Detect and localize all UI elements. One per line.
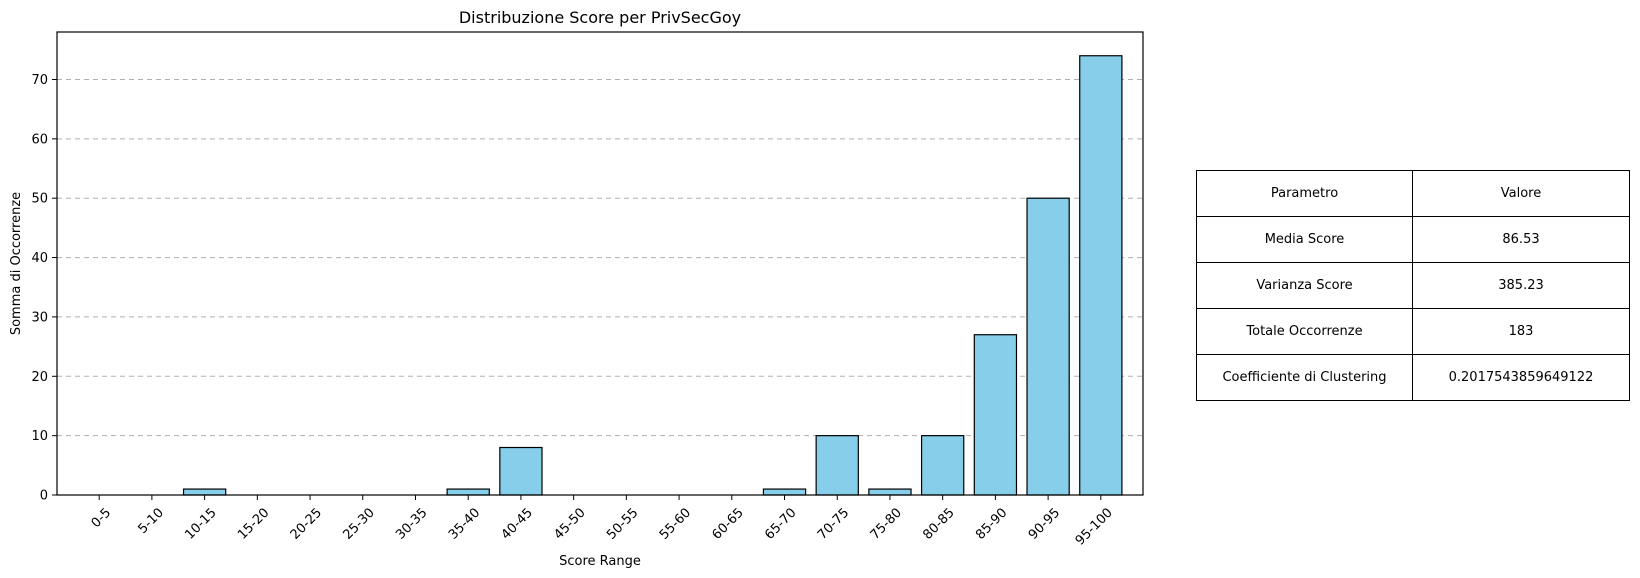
chart-title: Distribuzione Score per PrivSecGoy	[459, 8, 741, 27]
x-tick-label: 15-20	[235, 505, 272, 542]
x-tick-label: 75-80	[868, 505, 905, 542]
x-tick-label: 5-10	[135, 505, 166, 536]
bar	[973, 334, 1018, 496]
x-axis-label: Score Range	[559, 554, 641, 569]
gridlines	[57, 78, 1143, 437]
x-tick-label: 25-30	[340, 505, 377, 542]
y-axis-label: Somma di Occorrenze	[9, 192, 24, 335]
x-tick-label: 85-90	[973, 505, 1010, 542]
table-row: Coefficiente di Clustering 0.20175438596…	[1195, 354, 1630, 401]
bar	[762, 488, 807, 496]
bar	[920, 435, 965, 496]
table-cell-value: 385.23	[1412, 262, 1630, 309]
table-cell-value: 0.2017543859649122	[1412, 354, 1630, 401]
x-tick-label: 80-85	[920, 505, 957, 542]
stats-table: Parametro Valore Media Score 86.53 Varia…	[1195, 170, 1630, 401]
bars	[182, 55, 1123, 496]
x-tick-label: 90-95	[1026, 505, 1063, 542]
plot-frame	[56, 31, 1144, 496]
bar	[1026, 197, 1070, 496]
x-tick-label: 35-40	[446, 505, 483, 542]
x-axis: 0-5 5-10 10-15 15-20 20-25 25-30 30-35 35-40 40-…	[89, 495, 1116, 549]
table-header-row: Parametro Valore	[1195, 170, 1630, 217]
x-tick-label: 70-75	[815, 505, 852, 542]
bar	[446, 488, 490, 496]
table-cell-parameter: Media Score	[1195, 216, 1414, 263]
x-tick-label: 60-65	[710, 505, 747, 542]
y-tick-label: 0	[40, 489, 48, 504]
x-tick-label: 95-100	[1073, 505, 1116, 548]
table-cell-parameter: Coefficiente di Clustering	[1195, 354, 1414, 401]
table-cell-value: 183	[1412, 308, 1630, 355]
x-tick-label: 65-70	[762, 505, 799, 542]
table-cell-parameter: Varianza Score	[1195, 262, 1414, 309]
x-tick-label: 0-5	[89, 505, 115, 531]
y-tick-label: 40	[31, 251, 48, 266]
x-tick-label: 30-35	[393, 505, 430, 542]
table-row: Totale Occorrenze 183	[1195, 308, 1630, 355]
bar	[868, 488, 912, 496]
y-tick-label: 70	[31, 73, 48, 88]
table-row: Varianza Score 385.23	[1195, 262, 1630, 309]
table-header-cell: Valore	[1412, 170, 1630, 217]
bar-chart: 0 10 20 30 40 50 60 70 0-5 5-10 10-15 15-20 20-25 25…	[9, 8, 1144, 569]
y-tick-label: 60	[31, 132, 48, 147]
x-tick-label: 45-50	[551, 505, 588, 542]
bar	[499, 446, 543, 496]
y-tick-label: 30	[31, 310, 48, 325]
y-tick-label: 10	[31, 429, 48, 444]
bar	[1079, 55, 1123, 496]
table-row: Media Score 86.53	[1195, 216, 1630, 263]
bar	[182, 488, 227, 496]
bar	[815, 435, 859, 496]
x-tick-label: 10-15	[182, 505, 219, 542]
x-tick-label: 50-55	[604, 505, 641, 542]
table-header-cell: Parametro	[1195, 170, 1414, 217]
y-tick-label: 20	[31, 370, 48, 385]
x-tick-label: 20-25	[288, 505, 325, 542]
y-axis: 0 10 20 30 40 50 60 70	[31, 73, 57, 504]
x-tick-label: 40-45	[499, 505, 536, 542]
x-tick-label: 55-60	[657, 505, 694, 542]
table-cell-parameter: Totale Occorrenze	[1195, 308, 1414, 355]
table-cell-value: 86.53	[1412, 216, 1630, 263]
y-tick-label: 50	[31, 192, 48, 207]
